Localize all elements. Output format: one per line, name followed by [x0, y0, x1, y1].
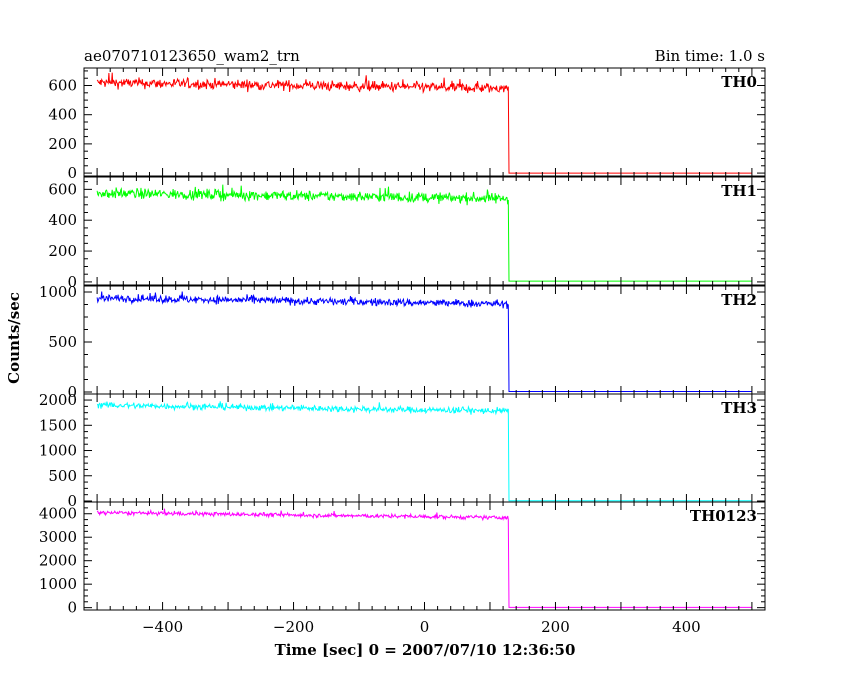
- panel-frame-th0: [83, 67, 766, 177]
- y-tick-label-th0: 400: [48, 106, 77, 124]
- x-axis-title: Time [sec] 0 = 2007/07/10 12:36:50: [275, 641, 576, 659]
- panel-frame-th1: [83, 176, 766, 286]
- x-tick-label: 0: [420, 618, 430, 636]
- panel-label-th1: TH1: [721, 182, 757, 200]
- y-tick-label-th3: 1000: [39, 442, 77, 460]
- y-tick-label-th1: 400: [48, 211, 77, 229]
- y-tick-label-th3: 0: [67, 492, 77, 510]
- y-tick-label-th0123: 4000: [39, 505, 77, 523]
- panels-group: TH0 0 200 400 600 TH1 0 200 400 600 TH2 0 500 1000 TH3…: [39, 67, 766, 636]
- x-tick-label: 200: [541, 618, 570, 636]
- series-line-th2: [96, 291, 752, 392]
- panel-label-th0123: TH0123: [690, 507, 757, 525]
- y-tick-label-th2: 500: [48, 333, 77, 351]
- y-tick-label-th0: 200: [48, 135, 77, 153]
- series-line-th0123: [96, 508, 752, 608]
- series-line-th1: [96, 184, 752, 282]
- y-tick-label-th0123: 2000: [39, 552, 77, 570]
- x-tick-label: 400: [672, 618, 701, 636]
- y-tick-label-th1: 600: [48, 180, 77, 198]
- bin-time-label: Bin time: 1.0 s: [655, 47, 765, 65]
- x-tick-label: −400: [142, 618, 183, 636]
- y-tick-label-th2: 0: [67, 383, 77, 401]
- series-line-th3: [97, 401, 752, 502]
- y-tick-label-th1: 0: [67, 273, 77, 291]
- y-tick-label-th0: 0: [67, 164, 77, 182]
- y-tick-label-th1: 200: [48, 242, 77, 260]
- panel-label-th2: TH2: [721, 291, 757, 309]
- panel-label-th3: TH3: [721, 399, 757, 417]
- series-line-th0: [96, 72, 752, 174]
- y-tick-label-th0123: 0: [67, 599, 77, 617]
- y-tick-label-th2: 1000: [39, 283, 77, 301]
- y-tick-label-th0123: 1000: [39, 575, 77, 593]
- chart-title: ae070710123650_wam2_trn: [84, 47, 300, 65]
- y-tick-label-th3: 1500: [39, 416, 77, 434]
- y-tick-label-th0123: 3000: [39, 528, 77, 546]
- y-tick-label-th3: 500: [48, 467, 77, 485]
- x-tick-label: −200: [273, 618, 314, 636]
- y-tick-label-th0: 600: [48, 77, 77, 95]
- y-axis-title: Counts/sec: [5, 292, 23, 384]
- y-tick-label-th3: 2000: [39, 391, 77, 409]
- panel-label-th0: TH0: [721, 73, 757, 91]
